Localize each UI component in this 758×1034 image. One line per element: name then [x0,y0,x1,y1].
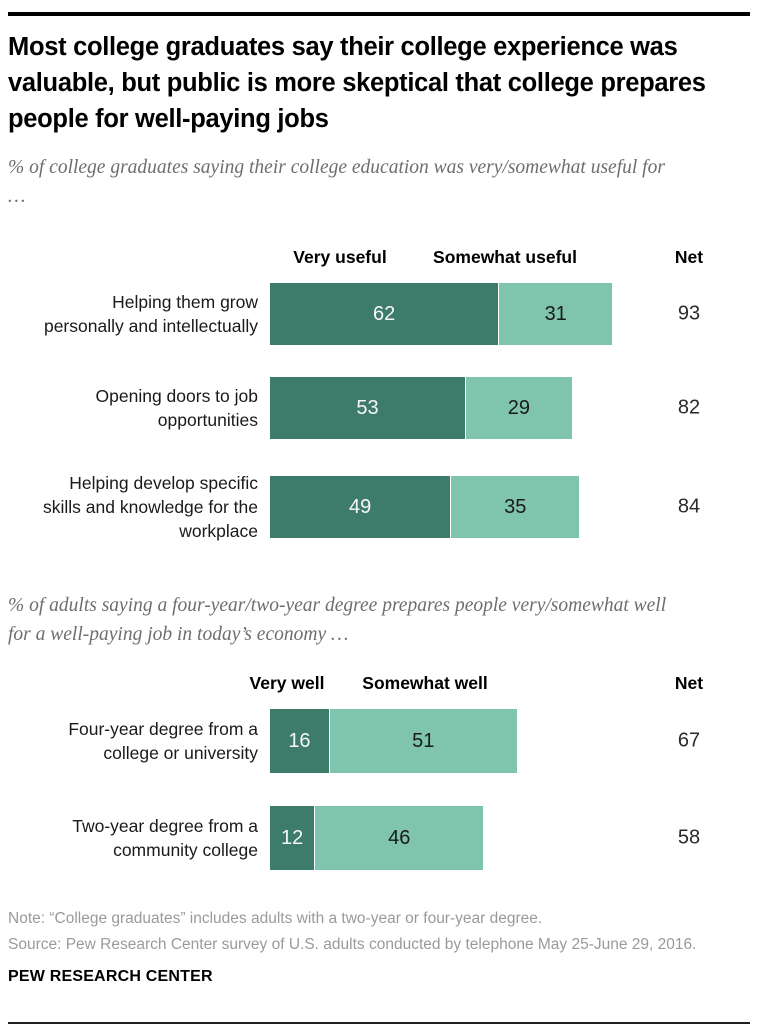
segment-value: 53 [356,396,379,419]
chart1-legend: Very useful Somewhat useful Net [8,247,750,269]
net-value: 84 [677,495,701,518]
segment-very-useful: 49 [270,476,451,538]
bar-row-four-year-degree: Four-year degree from a college or unive… [8,709,750,773]
bar-row-grow-personally: Helping them grow personally and intelle… [8,283,750,345]
source-text: Source: Pew Research Center survey of U.… [8,935,697,953]
note-text: Note: “College graduates” includes adult… [8,910,543,927]
chart2-subtitle: % of adults saying a four-year/two-year … [8,595,667,645]
legend-very-useful: Very useful [293,247,387,267]
segment-value: 35 [504,495,527,518]
stacked-bar: 53 29 [270,377,572,439]
chart2-legend: Very well Somewhat well Net [8,673,750,695]
segment-value: 51 [412,729,435,752]
bar-row-two-year-degree: Two-year degree from a community college… [8,806,750,870]
bar-row-workplace-skills: Helping develop specific skills and know… [8,471,750,543]
segment-value: 12 [280,826,304,849]
segment-value: 31 [544,302,567,325]
segment-value: 29 [507,396,531,419]
segment-somewhat-useful: 31 [498,283,613,345]
net-value: 93 [677,302,701,325]
legend-somewhat-useful: Somewhat useful [433,247,577,267]
usefulness-chart: Very useful Somewhat useful Net Helping … [8,247,750,543]
segment-somewhat-well: 51 [328,709,517,773]
segment-value: 62 [372,302,396,325]
segment-very-useful: 62 [270,283,499,345]
segment-very-useful: 53 [270,377,466,439]
segment-somewhat-useful: 29 [465,377,572,439]
chart1-rows: Helping them grow personally and intelle… [8,283,750,543]
row-label: Two-year degree from a community college [72,816,258,860]
net-value: 58 [677,826,701,849]
stacked-bar: 12 46 [270,806,484,870]
segment-very-well: 12 [270,806,315,870]
stacked-bar: 62 31 [270,283,613,345]
segment-somewhat-well: 46 [314,806,484,870]
chart2-rows: Four-year degree from a college or unive… [8,709,750,870]
legend-somewhat-well: Somewhat well [362,673,488,693]
net-column-header: Net [674,247,704,267]
row-label: Four-year degree from a college or unive… [68,719,258,763]
net-value: 82 [677,396,701,419]
row-label: Helping them grow personally and intelle… [43,292,258,336]
segment-very-well: 16 [270,709,329,773]
chart1-subtitle: % of college graduates saying their coll… [8,157,665,207]
net-value: 67 [677,729,701,752]
stacked-bar: 16 51 [270,709,517,773]
footnote-block: Note: “College graduates” includes adult… [8,906,750,957]
segment-somewhat-useful: 35 [450,476,580,538]
bottom-divider [8,1022,750,1024]
net-column-header: Net [674,673,704,693]
report-card: Most college graduates say their college… [0,12,758,1034]
brand-wordmark: PEW RESEARCH CENTER [8,968,213,985]
row-label: Helping develop specific skills and know… [43,473,258,541]
legend-very-well: Very well [249,673,325,693]
top-divider [8,12,750,16]
bar-row-job-opportunities: Opening doors to job opportunities 53 29… [8,377,750,439]
segment-value: 16 [288,729,311,752]
stacked-bar: 49 35 [270,476,580,538]
page-title: Most college graduates say their college… [8,33,706,133]
row-label: Opening doors to job opportunities [95,386,258,430]
segment-value: 46 [388,826,411,849]
segment-value: 49 [349,495,372,518]
degree-preparation-chart: Very well Somewhat well Net Four-year de… [8,673,750,870]
